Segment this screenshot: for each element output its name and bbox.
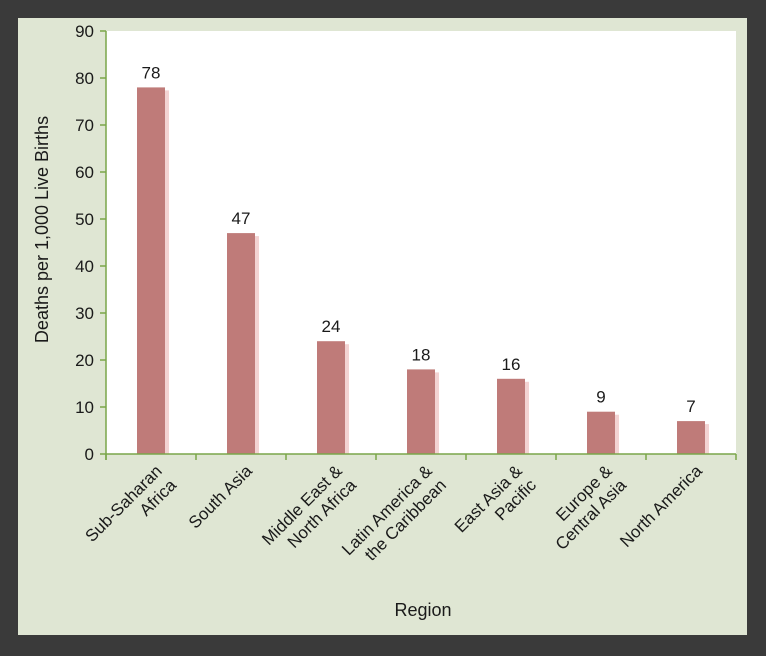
x-axis-ticks: Sub-SaharanAfrica South Asia Middle East &… — [82, 454, 737, 573]
y-tick-label: 50 — [75, 210, 94, 229]
chart-panel: 0 10 20 30 40 50 60 70 80 90 Sub-SaharanAfrica Sou… — [18, 18, 747, 635]
value-label: 78 — [142, 63, 161, 82]
bar — [317, 341, 345, 454]
bar — [587, 411, 615, 454]
value-label: 7 — [686, 397, 695, 416]
y-axis-ticks: 0 10 20 30 40 50 60 70 80 90 — [75, 22, 106, 464]
y-tick-label: 60 — [75, 163, 94, 182]
y-tick-label: 10 — [75, 398, 94, 417]
value-label: 24 — [322, 317, 341, 336]
y-tick-label: 90 — [75, 22, 94, 41]
bar — [497, 378, 525, 454]
y-tick-label: 80 — [75, 69, 94, 88]
x-tick-label: South Asia — [185, 461, 256, 532]
value-label: 18 — [412, 345, 431, 364]
y-tick-label: 0 — [85, 445, 94, 464]
axes — [105, 31, 736, 460]
x-tick-label: Latin America &the Caribbean — [338, 461, 450, 573]
x-tick-label: Europe &Central Asia — [538, 461, 631, 554]
value-labels: 78 47 24 18 16 9 7 — [142, 63, 696, 416]
y-tick-label: 30 — [75, 304, 94, 323]
value-label: 9 — [596, 388, 605, 407]
bars — [137, 87, 709, 455]
x-tick-label: North America — [616, 461, 706, 551]
bar-chart: 0 10 20 30 40 50 60 70 80 90 Sub-SaharanAfrica Sou… — [32, 22, 737, 620]
x-tick-label: East Asia &Pacific — [451, 461, 541, 551]
y-axis-title: Deaths per 1,000 Live Births — [32, 116, 52, 343]
x-tick-label-line: North America — [616, 461, 706, 551]
y-tick-label: 40 — [75, 257, 94, 276]
value-label: 47 — [232, 209, 251, 228]
x-axis-title: Region — [394, 600, 451, 620]
bar — [407, 369, 435, 454]
x-tick-label-line: South Asia — [185, 461, 256, 532]
x-tick-label: Sub-SaharanAfrica — [82, 461, 181, 560]
y-tick-label: 70 — [75, 116, 94, 135]
y-tick-label: 20 — [75, 351, 94, 370]
value-label: 16 — [502, 355, 521, 374]
bar — [137, 87, 165, 455]
bar — [677, 421, 705, 454]
bar — [227, 233, 255, 454]
